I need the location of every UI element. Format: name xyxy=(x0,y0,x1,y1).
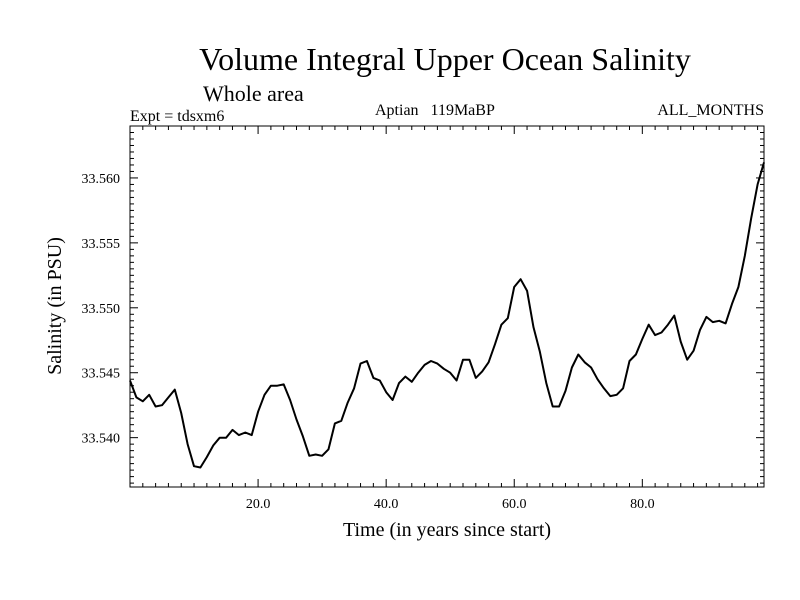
x-tick-label: 60.0 xyxy=(502,497,527,512)
axes-group: 20.0 40.0 60.0 80.0 33.540 33.545 33.550 33.555… xyxy=(82,125,765,512)
x-tick-label: 80.0 xyxy=(630,497,655,512)
y-tick-label: 33.555 xyxy=(82,237,121,252)
y-tick-label: 33.550 xyxy=(82,302,121,317)
x-tick-label: 40.0 xyxy=(374,497,399,512)
months-label: ALL_MONTHS xyxy=(657,102,764,119)
x-tick-label: 20.0 xyxy=(246,497,271,512)
chart-subtitle: Whole area xyxy=(203,81,304,106)
y-tick-label: 33.560 xyxy=(82,172,121,187)
chart-title: Volume Integral Upper Ocean Salinity xyxy=(199,41,691,77)
series-line-salinity xyxy=(129,162,765,469)
y-tick-label: 33.540 xyxy=(82,432,121,447)
expt-label: Expt = tdsxm6 xyxy=(130,108,224,125)
period-label: Aptian 119MaBP xyxy=(375,102,495,119)
plot-area xyxy=(129,162,765,469)
y-axis-label: Salinity (in PSU) xyxy=(44,237,66,375)
y-tick-label: 33.545 xyxy=(82,367,121,382)
plot-frame xyxy=(129,125,765,488)
x-axis-label: Time (in years since start) xyxy=(343,519,551,541)
